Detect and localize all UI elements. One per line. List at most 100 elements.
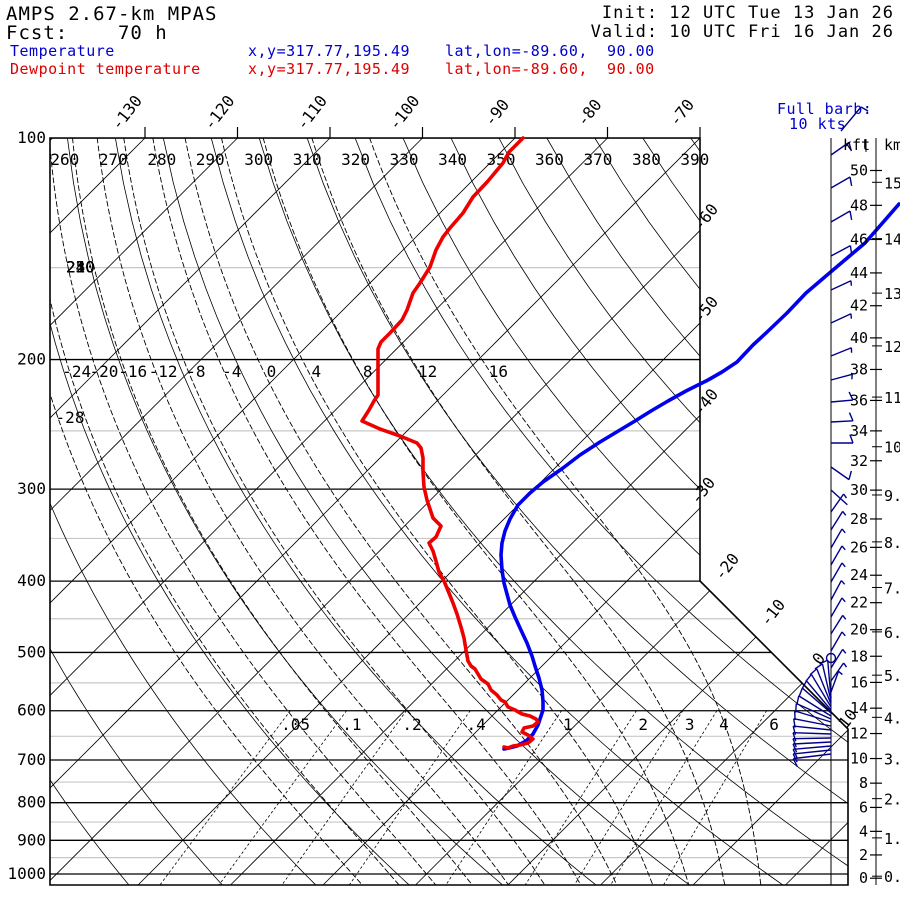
svg-text:230: 230 [66, 258, 95, 277]
svg-text:.2: .2 [402, 715, 421, 734]
svg-text:10: 10 [850, 750, 868, 768]
svg-text:28: 28 [850, 510, 868, 528]
svg-text:3: 3 [685, 715, 695, 734]
svg-text:32: 32 [850, 452, 868, 470]
svg-text:400: 400 [17, 571, 46, 590]
svg-text:390: 390 [680, 150, 709, 169]
svg-text:320: 320 [341, 150, 370, 169]
svg-text:8: 8 [859, 774, 868, 792]
svg-text:4: 4 [719, 715, 729, 734]
svg-text:-80: -80 [573, 95, 606, 129]
svg-text:6: 6 [859, 798, 868, 816]
svg-text:270: 270 [99, 150, 128, 169]
svg-text:360: 360 [535, 150, 564, 169]
svg-text:380: 380 [632, 150, 661, 169]
legend-temperature-xy: x,y=317.77,195.49 [248, 42, 411, 60]
svg-text:-20: -20 [90, 362, 119, 381]
svg-text:-60: -60 [689, 200, 722, 234]
page-title: AMPS 2.67-km MPAS [6, 3, 218, 25]
svg-text:4: 4 [311, 362, 321, 381]
legend-dewpoint-label: Dewpoint temperature [10, 60, 201, 78]
svg-text:330: 330 [390, 150, 419, 169]
svg-text:.05: .05 [281, 715, 310, 734]
svg-text:10.: 10. [884, 439, 900, 457]
barb-legend-line2: 10 kts [789, 115, 847, 133]
svg-text:-40: -40 [689, 385, 722, 419]
svg-text:38: 38 [850, 360, 868, 378]
forecast-hour: Fcst: 70 h [6, 22, 168, 44]
svg-text:-30: -30 [686, 473, 719, 507]
barb-legend-line1: Full barb: [777, 100, 873, 118]
svg-text:300: 300 [17, 479, 46, 498]
legend-temperature-latlon: lat,lon=-89.60, 90.00 [445, 42, 655, 60]
svg-text:16: 16 [489, 362, 508, 381]
valid-time: Valid: 10 UTC Fri 16 Jan 26 [590, 22, 894, 42]
legend-temperature-row: Temperature [10, 42, 115, 60]
svg-text:700: 700 [17, 750, 46, 769]
svg-text:250: 250 [66, 258, 95, 277]
svg-text:6.: 6. [884, 624, 900, 642]
svg-text:20: 20 [850, 621, 868, 639]
svg-text:-16: -16 [118, 362, 147, 381]
svg-text:-110: -110 [292, 92, 331, 134]
svg-text:800: 800 [17, 793, 46, 812]
svg-text:12: 12 [418, 362, 437, 381]
svg-text:26: 26 [850, 538, 868, 556]
svg-text:-10: -10 [756, 595, 789, 629]
svg-text:-70: -70 [665, 95, 698, 129]
svg-text:16: 16 [850, 673, 868, 691]
svg-text:11.: 11. [884, 389, 900, 407]
svg-text:7.: 7. [884, 579, 900, 597]
svg-text:36: 36 [850, 391, 868, 409]
svg-text:300: 300 [244, 150, 273, 169]
svg-text:2.: 2. [884, 791, 900, 809]
svg-text:40: 40 [850, 329, 868, 347]
svg-text:370: 370 [583, 150, 612, 169]
svg-text:-90: -90 [480, 95, 513, 129]
legend-dewpoint-latlon: lat,lon=-89.60, 90.00 [445, 60, 655, 78]
svg-text:0.: 0. [884, 868, 900, 886]
svg-text:-8: -8 [186, 362, 205, 381]
svg-text:8.: 8. [884, 534, 900, 552]
svg-text:12: 12 [850, 725, 868, 743]
svg-text:200: 200 [17, 350, 46, 369]
svg-text:24: 24 [850, 566, 868, 584]
svg-text:-50: -50 [689, 292, 722, 326]
svg-text:1000: 1000 [7, 864, 46, 883]
svg-text:22: 22 [850, 594, 868, 612]
svg-text:-28: -28 [56, 408, 85, 427]
svg-text:900: 900 [17, 830, 46, 849]
svg-text:-4: -4 [222, 362, 241, 381]
svg-text:-20: -20 [710, 549, 743, 583]
svg-text:14: 14 [850, 699, 868, 717]
svg-text:9.: 9. [884, 487, 900, 505]
svg-text:-100: -100 [385, 92, 424, 134]
svg-text:km: km [884, 136, 900, 154]
svg-text:310: 310 [293, 150, 322, 169]
svg-text:48: 48 [850, 196, 868, 214]
svg-text:34: 34 [850, 422, 868, 440]
svg-text:12.: 12. [884, 338, 900, 356]
svg-text:8: 8 [363, 362, 373, 381]
svg-text:600: 600 [17, 701, 46, 720]
svg-text:50: 50 [850, 161, 868, 179]
svg-text:15.: 15. [884, 174, 900, 192]
svg-text:.1: .1 [342, 715, 361, 734]
svg-text:14.: 14. [884, 231, 900, 249]
svg-text:-24: -24 [62, 362, 91, 381]
svg-text:1.: 1. [884, 830, 900, 848]
svg-text:6: 6 [769, 715, 779, 734]
svg-text:220: 220 [66, 258, 95, 277]
init-time: Init: 12 UTC Tue 13 Jan 26 [601, 3, 894, 23]
svg-text:-12: -12 [149, 362, 178, 381]
svg-text:0: 0 [267, 362, 277, 381]
svg-text:290: 290 [196, 150, 225, 169]
svg-text:42: 42 [850, 297, 868, 315]
legend-temperature-label: Temperature [10, 42, 115, 60]
svg-text:.4: .4 [467, 715, 486, 734]
svg-text:500: 500 [17, 642, 46, 661]
svg-text:210: 210 [66, 258, 95, 277]
svg-text:-120: -120 [200, 92, 239, 134]
svg-text:-130: -130 [107, 92, 146, 134]
